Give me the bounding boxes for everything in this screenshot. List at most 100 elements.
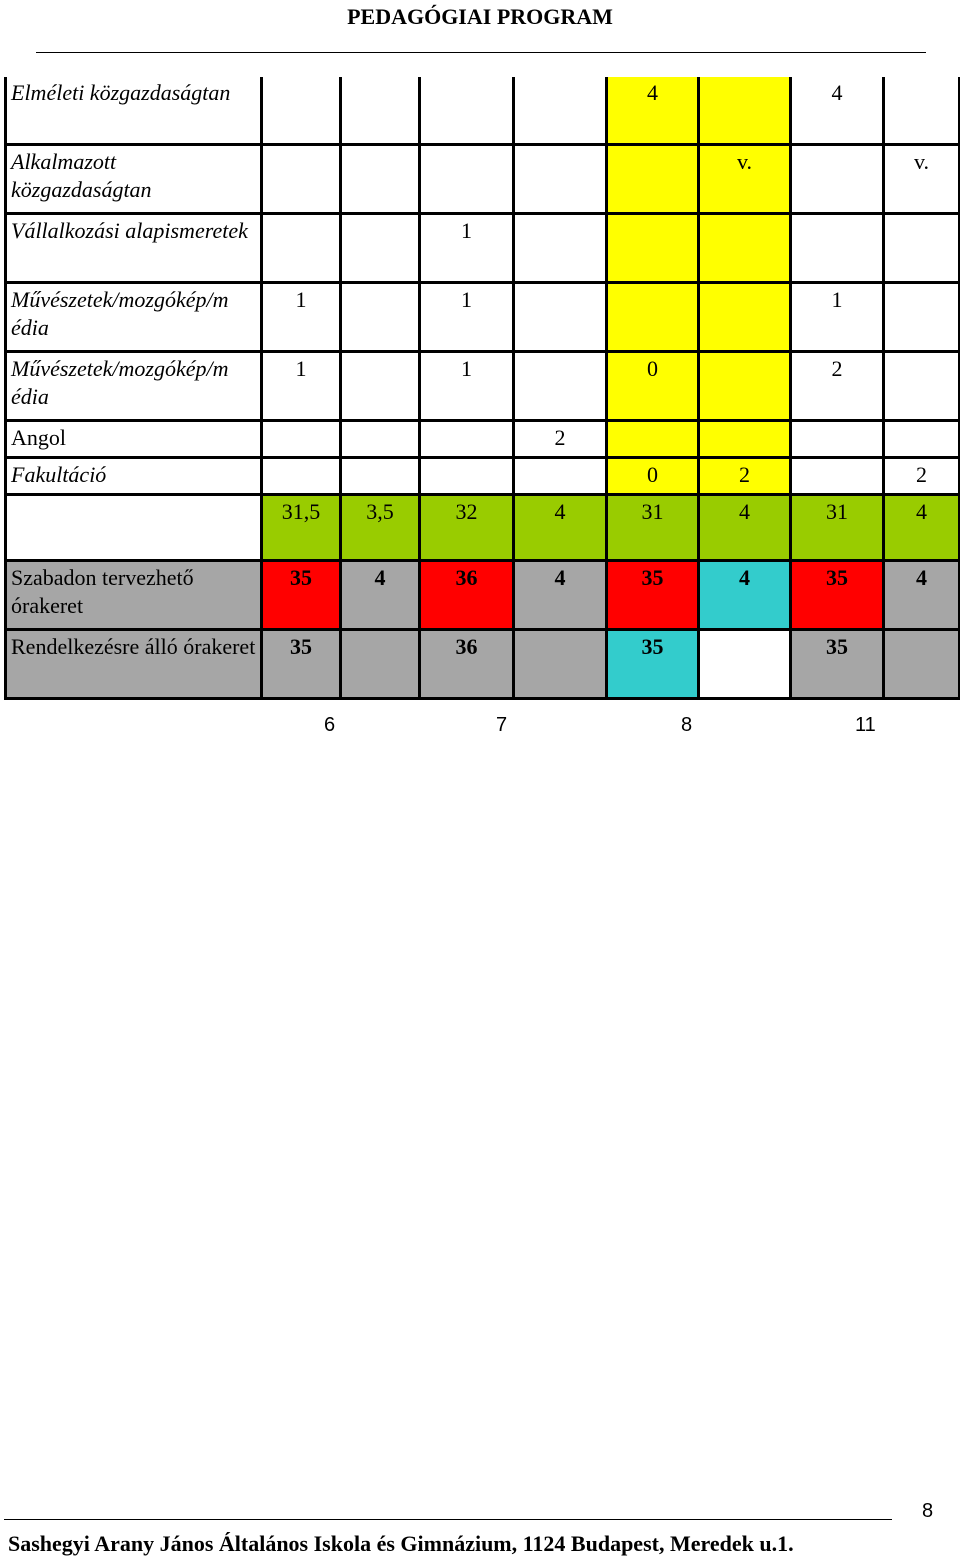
- grade-label: 7: [496, 714, 508, 736]
- table-cell: 35: [260, 628, 342, 700]
- table-cell: [512, 456, 608, 495]
- grade-label: 8: [681, 714, 693, 736]
- grade-label: 6: [324, 714, 336, 736]
- table-cell: [339, 143, 421, 214]
- table-cell: [418, 419, 515, 458]
- table-cell: 1: [789, 281, 885, 352]
- table-cell: [882, 212, 960, 283]
- table-cell: 4: [789, 77, 885, 145]
- table-cell: 0: [605, 350, 700, 421]
- table-cell: [605, 143, 700, 214]
- table-row: Művészetek/mozgókép/m édia 1 1 0 2: [4, 350, 960, 421]
- table-row: Vállalkozási alapismeretek 1: [4, 212, 960, 283]
- table-cell: 2: [697, 456, 792, 495]
- table-cell: [697, 281, 792, 352]
- row-label: Művészetek/mozgókép/m édia: [4, 281, 263, 352]
- table-cell: [260, 143, 342, 214]
- table-cell: [512, 212, 608, 283]
- row-label: Elméleti közgazdaságtan: [4, 77, 263, 145]
- table-cell: 4: [697, 493, 792, 561]
- footer-rule: [4, 1519, 892, 1520]
- table-cell: 2: [882, 456, 960, 495]
- table-cell: [605, 419, 700, 458]
- table-cell: [339, 77, 421, 145]
- table-cell: 31,5: [260, 493, 342, 561]
- table-cell: [339, 628, 421, 700]
- row-label: Angol: [4, 419, 263, 458]
- table-cell: [512, 143, 608, 214]
- table-row: 31,5 3,5 32 4 31 4 31 4: [4, 493, 960, 561]
- table-cell: [418, 143, 515, 214]
- table-cell: [605, 212, 700, 283]
- table-row: Fakultáció 0 2 2: [4, 456, 960, 495]
- table-row: Alkalmazott közgazdaságtan v. v.: [4, 143, 960, 214]
- curriculum-table-wrapper: Elméleti közgazdaságtan 4 4 Alkalmazott …: [4, 77, 960, 700]
- row-label: Rendelkezésre álló órakeret: [4, 628, 263, 700]
- table-cell: [789, 456, 885, 495]
- table-row: Művészetek/mozgókép/m édia 1 1 1: [4, 281, 960, 352]
- table-cell: [260, 419, 342, 458]
- row-label: Fakultáció: [4, 456, 263, 495]
- table-cell: [260, 77, 342, 145]
- table-cell: [512, 350, 608, 421]
- table-cell: v.: [882, 143, 960, 214]
- grade-labels: 6 7 8 11: [0, 714, 960, 740]
- table-cell: [339, 350, 421, 421]
- table-cell: [339, 419, 421, 458]
- table-cell: [882, 628, 960, 700]
- table-row: Szabadon tervezhető órakeret 35 4 36 4 3…: [4, 559, 960, 630]
- table-cell: [697, 419, 792, 458]
- table-cell: 36: [418, 628, 515, 700]
- table-cell: 31: [789, 493, 885, 561]
- table-cell: 4: [512, 559, 608, 630]
- table-cell: [260, 212, 342, 283]
- table-cell: 2: [789, 350, 885, 421]
- row-label: Alkalmazott közgazdaságtan: [4, 143, 263, 214]
- page-number: 8: [922, 1500, 934, 1522]
- table-cell: 31: [605, 493, 700, 561]
- row-label: [4, 493, 263, 561]
- table-cell: 4: [339, 559, 421, 630]
- table-cell: 4: [697, 559, 792, 630]
- table-cell: 1: [260, 281, 342, 352]
- table-cell: 1: [418, 281, 515, 352]
- table-cell: 4: [512, 493, 608, 561]
- page-header-title: PEDAGÓGIAI PROGRAM: [347, 4, 613, 29]
- table-cell: 4: [882, 493, 960, 561]
- table-cell: [260, 456, 342, 495]
- table-cell: 35: [789, 628, 885, 700]
- table-cell: v.: [697, 143, 792, 214]
- table-cell: [339, 456, 421, 495]
- table-cell: 32: [418, 493, 515, 561]
- table-cell: [339, 212, 421, 283]
- row-label: Szabadon tervezhető órakeret: [4, 559, 263, 630]
- table-cell: 0: [605, 456, 700, 495]
- table-cell: [882, 350, 960, 421]
- table-cell: [512, 628, 608, 700]
- table-cell: [512, 77, 608, 145]
- table-cell: 35: [789, 559, 885, 630]
- table-row: Rendelkezésre álló órakeret 35 36 35 35: [4, 628, 960, 700]
- table-cell: 1: [260, 350, 342, 421]
- table-cell: [697, 350, 792, 421]
- table-cell: [882, 281, 960, 352]
- row-label: Művészetek/mozgókép/m édia: [4, 350, 263, 421]
- table-row: Elméleti közgazdaságtan 4 4: [4, 77, 960, 145]
- table-cell: [789, 212, 885, 283]
- table-cell: [418, 77, 515, 145]
- table-cell: [697, 212, 792, 283]
- row-label: Vállalkozási alapismeretek: [4, 212, 263, 283]
- table-cell: 4: [882, 559, 960, 630]
- table-cell: [339, 281, 421, 352]
- table-cell: 3,5: [339, 493, 421, 561]
- footer-text: Sashegyi Arany János Általános Iskola és…: [8, 1531, 794, 1556]
- table-cell: [882, 77, 960, 145]
- table-cell: 35: [605, 628, 700, 700]
- table-cell: 1: [418, 212, 515, 283]
- table-cell: [789, 143, 885, 214]
- curriculum-table: Elméleti közgazdaságtan 4 4 Alkalmazott …: [4, 77, 960, 700]
- grade-label: 11: [855, 714, 876, 736]
- table-cell: [418, 456, 515, 495]
- table-row: Angol 2: [4, 419, 960, 458]
- table-cell: [882, 419, 960, 458]
